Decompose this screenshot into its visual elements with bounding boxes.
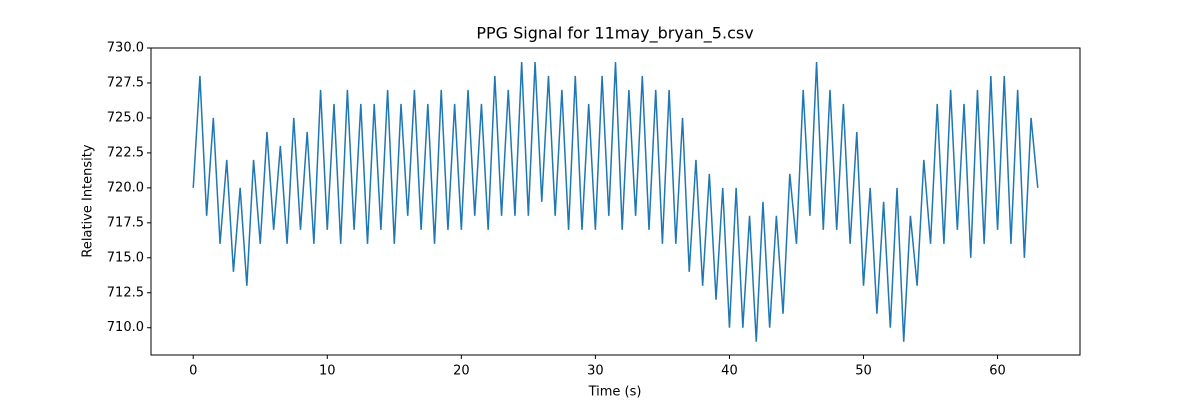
x-tick-label: 10 xyxy=(319,364,336,379)
y-tick-label: 725.0 xyxy=(107,110,144,125)
y-tick-label: 720.0 xyxy=(107,180,144,195)
x-tick-label: 40 xyxy=(721,364,738,379)
chart-title: PPG Signal for 11may_bryan_5.csv xyxy=(476,24,753,44)
y-axis-label: Relative Intensity xyxy=(81,144,96,257)
y-tick-label: 722.5 xyxy=(107,145,144,160)
y-tick-label: 717.5 xyxy=(107,215,144,230)
y-tick-label: 710.0 xyxy=(107,320,144,335)
y-tick-label: 712.5 xyxy=(107,285,144,300)
x-tick-label: 60 xyxy=(989,364,1006,379)
plot-frame xyxy=(150,47,1081,356)
line-series xyxy=(192,61,1039,342)
x-tick-label: 20 xyxy=(453,364,470,379)
x-axis-label: Time (s) xyxy=(588,385,642,400)
x-tick-label: 30 xyxy=(587,364,604,379)
x-tick-label: 50 xyxy=(855,364,872,379)
y-tick-label: 715.0 xyxy=(107,250,144,265)
y-tick-label: 727.5 xyxy=(107,75,144,90)
x-tick-label: 0 xyxy=(189,364,197,379)
y-tick-label: 730.0 xyxy=(107,41,144,56)
